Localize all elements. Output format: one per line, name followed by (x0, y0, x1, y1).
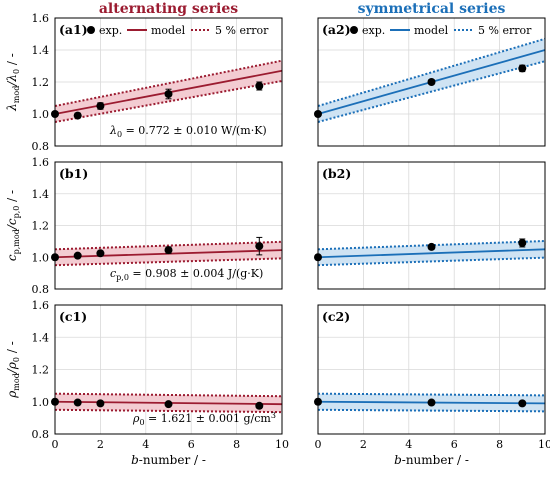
x-tick-label: 2 (360, 438, 367, 451)
annotation: cp,0 = 0.908 ± 0.004 J/(g·K) (110, 267, 263, 282)
panel-label: (b2) (322, 166, 351, 181)
error-upper-line (317, 37, 546, 107)
y-tick-label: 1.6 (32, 299, 50, 312)
error-lower-line (54, 257, 283, 267)
column-title: symmetrical series (358, 1, 506, 17)
data-point (518, 64, 527, 73)
data-point (164, 246, 173, 255)
error-upper-line (54, 240, 283, 251)
y-tick-label: 1.4 (32, 44, 50, 57)
x-axis-label: b-number / - (394, 453, 469, 467)
x-tick-label: 6 (451, 438, 458, 451)
error-upper-line (54, 59, 283, 107)
legend-exp-marker (87, 26, 95, 34)
data-point (255, 82, 264, 90)
data-point (255, 242, 264, 251)
y-tick-label: 1.6 (32, 12, 50, 25)
y-tick-label: 0.8 (32, 140, 50, 153)
x-tick-label: 0 (315, 438, 322, 451)
y-tick-label: 1.2 (32, 220, 50, 233)
y-tick-label: 1.4 (32, 188, 50, 201)
panel-a1: 0.8 1.0 1.2 1.4 1.6 (a1) exp. model 5 % error λ0 … (5, 12, 283, 153)
data-point (73, 398, 82, 407)
data-point (518, 399, 527, 408)
y-axis-label: ρmod/ρ0 / - (5, 341, 21, 399)
x-tick-label: 4 (405, 438, 412, 451)
legend-model-label: model (414, 24, 449, 37)
y-tick-label: 0.8 (32, 428, 50, 441)
data-point (73, 251, 82, 260)
legend-exp-label: exp. (99, 24, 122, 37)
plot-frame (317, 17, 546, 147)
plot-frame (54, 17, 283, 147)
data-point (427, 78, 436, 86)
panel-b1: 0.8 1.0 1.2 1.4 1.6 (b1) cp,0 = 0.908 ± 0.004 … (5, 156, 283, 296)
panel-b2: (b2) (314, 161, 546, 290)
error-lower-line (317, 60, 546, 123)
data-point (73, 111, 82, 120)
error-upper-line (317, 392, 546, 397)
legend-exp-marker (350, 26, 358, 34)
error-lower-line (54, 408, 283, 414)
plot-frame (54, 304, 283, 435)
y-tick-label: 1.2 (32, 76, 50, 89)
y-axis-label: cp,mod/cp,0 / - (5, 190, 21, 261)
plot-frame (54, 161, 283, 290)
data-point (164, 90, 173, 98)
error-lower-line (54, 79, 283, 123)
error-lower-line (317, 256, 546, 267)
x-tick-label: 8 (496, 438, 503, 451)
y-tick-label: 1.0 (32, 108, 50, 121)
legend-error-label: 5 % error (215, 24, 269, 37)
annotation: ρ0 = 1.621 ± 0.001 g/cm3 (132, 411, 276, 427)
panel-c2: 0 2 4 6 8 10 b-number / - (c2) (314, 304, 550, 467)
x-tick-label: 2 (97, 438, 104, 451)
data-point (427, 398, 436, 407)
column-title: alternating series (99, 1, 238, 17)
panel-label: (c2) (322, 309, 350, 324)
data-point (518, 238, 527, 247)
data-point (427, 242, 436, 251)
panel-label: (a1) (59, 22, 88, 37)
x-tick-label: 10 (275, 438, 289, 451)
plot-frame (317, 161, 546, 290)
y-tick-label: 1.6 (32, 156, 50, 169)
x-tick-label: 0 (52, 438, 59, 451)
data-point (96, 249, 105, 258)
y-tick-label: 0.8 (32, 283, 50, 296)
data-point (164, 400, 173, 409)
data-point (96, 399, 105, 408)
x-tick-label: 8 (233, 438, 240, 451)
y-tick-label: 1.4 (32, 331, 50, 344)
legend-exp-label: exp. (362, 24, 385, 37)
x-tick-label: 4 (142, 438, 149, 451)
error-upper-line (54, 392, 283, 398)
error-lower-line (317, 408, 546, 413)
legend-model-label: model (151, 24, 186, 37)
model-line (317, 248, 546, 259)
panel-label: (a2) (322, 22, 351, 37)
y-tick-label: 1.0 (32, 396, 50, 409)
x-tick-label: 10 (538, 438, 550, 451)
x-axis-label: b-number / - (131, 453, 206, 467)
x-tick-label: 6 (188, 438, 195, 451)
annotation: λ0 = 0.772 ± 0.010 W/(m·K) (109, 124, 267, 139)
y-tick-label: 1.0 (32, 251, 50, 264)
legend-error-label: 5 % error (478, 24, 532, 37)
panel-a2: (a2) exp. model 5 % error (314, 17, 546, 147)
y-axis-label: λmod/λ0 / - (5, 53, 21, 112)
data-point (96, 102, 105, 110)
data-point (255, 401, 264, 410)
panel-label: (b1) (59, 166, 88, 181)
panel-c1: 0.8 1.0 1.2 1.4 1.6 0 2 4 6 8 10 b-number / - (c1) ρ0… (5, 299, 289, 467)
plot-frame (317, 304, 546, 435)
y-tick-label: 1.2 (32, 364, 50, 377)
panel-label: (c1) (59, 309, 87, 324)
